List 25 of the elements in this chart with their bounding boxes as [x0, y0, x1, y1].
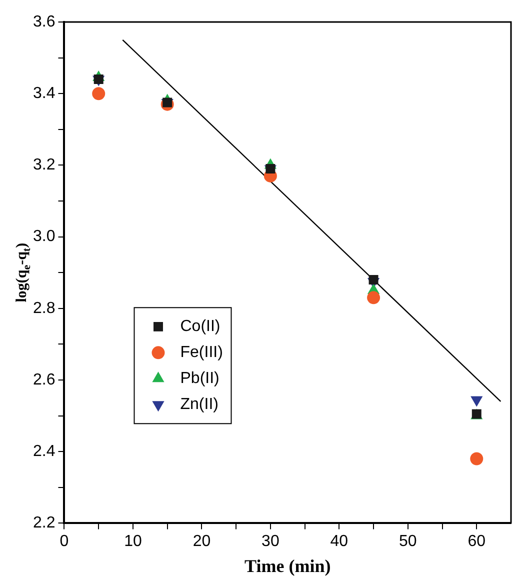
x-tick-label: 30 [262, 533, 280, 550]
point [367, 291, 380, 304]
legend-label: Zn(II) [180, 396, 218, 414]
legend-label: Co(II) [180, 318, 220, 336]
y-tick-label: 3.0 [32, 228, 56, 246]
y-tick-label: 3.4 [32, 85, 56, 102]
y-tick-label: 3.2 [32, 156, 56, 174]
y-tick-label: 2.6 [32, 371, 56, 388]
x-tick-label: 60 [468, 533, 486, 550]
y-tick-label: 2.2 [32, 514, 56, 532]
point [92, 87, 106, 100]
legend-label: Fe(III) [180, 344, 223, 362]
x-tick-label: 40 [330, 533, 348, 550]
point [368, 275, 378, 285]
x-tick-label: 0 [60, 533, 69, 550]
x-tick-label: 10 [124, 533, 142, 550]
y-tick-label: 2.4 [32, 443, 56, 460]
x-tick-label: 20 [192, 533, 211, 550]
x-tick-label: 50 [399, 533, 417, 550]
x-axis-title: Time (min) [244, 556, 331, 576]
y-tick-label: 3.6 [32, 13, 56, 30]
legend-label: Pb(II) [180, 370, 220, 388]
y-tick-label: 2.8 [32, 300, 56, 317]
y-axis-title: log(qe-qt) [14, 242, 33, 302]
point [470, 452, 484, 466]
